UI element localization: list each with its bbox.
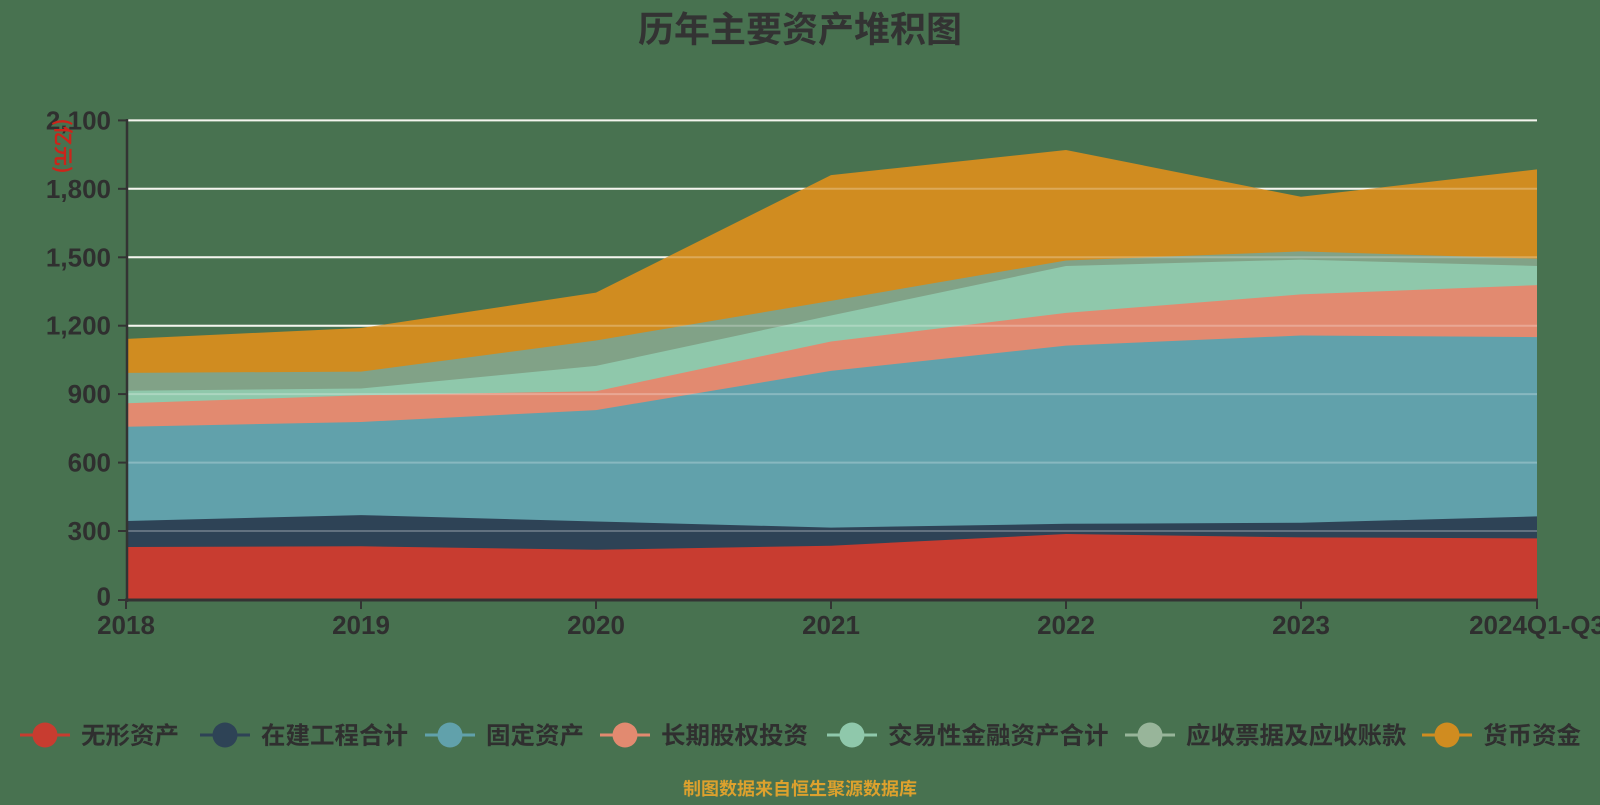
svg-text:1,200: 1,200 <box>46 311 111 341</box>
svg-text:900: 900 <box>68 379 111 409</box>
svg-text:2022: 2022 <box>1037 610 1095 640</box>
svg-text:2024Q1-Q3: 2024Q1-Q3 <box>1469 610 1600 640</box>
svg-text:300: 300 <box>68 516 111 546</box>
svg-text:2021: 2021 <box>802 610 860 640</box>
svg-text:2018: 2018 <box>97 610 155 640</box>
svg-text:1,500: 1,500 <box>46 242 111 272</box>
svg-text:600: 600 <box>68 448 111 478</box>
svg-text:2023: 2023 <box>1272 610 1330 640</box>
svg-text:0: 0 <box>97 582 111 612</box>
svg-text:2020: 2020 <box>567 610 625 640</box>
svg-text:1,800: 1,800 <box>46 174 111 204</box>
svg-text:2019: 2019 <box>332 610 390 640</box>
